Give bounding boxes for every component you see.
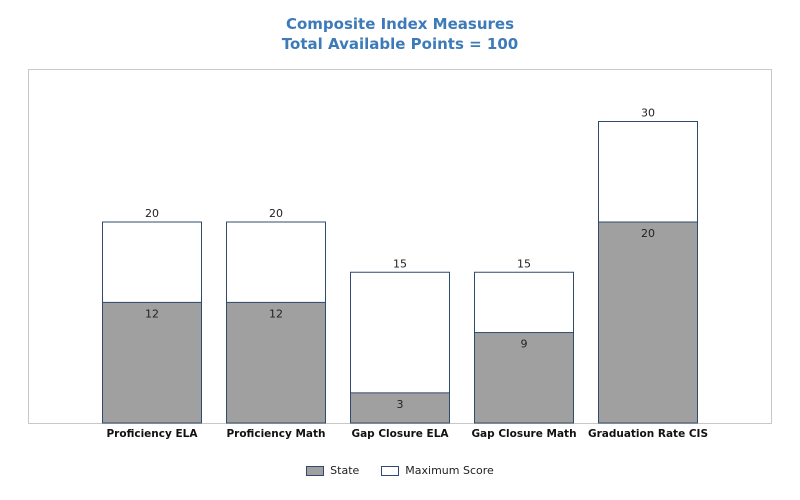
category-label-gap-closure-math: Gap Closure Math (471, 428, 576, 440)
bar-state-gap-closure-math (474, 332, 574, 424)
data-label-maximum-score-gap-closure-ela: 15 (393, 257, 407, 270)
data-label-state-proficiency-ela: 12 (145, 307, 159, 320)
chart-title: Composite Index Measures (285, 15, 515, 33)
bar-chart: 20 12 Proficiency ELA 20 12 Proficiency Math 1… (28, 69, 772, 440)
legend-item-state: State (306, 464, 359, 477)
data-label-maximum-score-proficiency-math: 20 (269, 207, 283, 220)
bar-state-proficiency-ela (102, 301, 202, 424)
bar-state-gap-closure-ela (350, 392, 450, 424)
category-label-graduation-rate-cis: Graduation Rate CIS (588, 428, 708, 440)
category-label-proficiency-ela: Proficiency ELA (106, 428, 198, 440)
legend-label-maximum-score: Maximum Score (405, 464, 494, 477)
data-label-state-graduation-rate-cis: 20 (641, 227, 655, 240)
legend-swatch-state (306, 465, 325, 476)
legend: State Maximum Score (0, 464, 800, 477)
category-label-proficiency-math: Proficiency Math (226, 428, 325, 440)
data-label-state-proficiency-math: 12 (269, 307, 283, 320)
data-label-state-gap-closure-math: 9 (521, 338, 528, 351)
chart-subtitle: Total Available Points = 100 (281, 35, 519, 53)
bar-state-proficiency-math (226, 301, 326, 424)
legend-item-maximum-score: Maximum Score (381, 464, 494, 477)
category-label-gap-closure-ela: Gap Closure ELA (351, 428, 449, 440)
chart-title-block: Composite Index Measures Total Available… (0, 14, 800, 54)
data-label-maximum-score-gap-closure-math: 15 (517, 257, 531, 270)
data-label-maximum-score-graduation-rate-cis: 30 (641, 107, 655, 120)
legend-swatch-maximum-score (381, 465, 400, 476)
data-label-maximum-score-proficiency-ela: 20 (145, 207, 159, 220)
bar-state-graduation-rate-cis (598, 221, 698, 424)
bars-group: 20 12 Proficiency ELA 20 12 Proficiency Math 1… (102, 107, 708, 440)
legend-label-state: State (330, 464, 360, 477)
data-label-state-gap-closure-ela: 3 (397, 398, 404, 411)
